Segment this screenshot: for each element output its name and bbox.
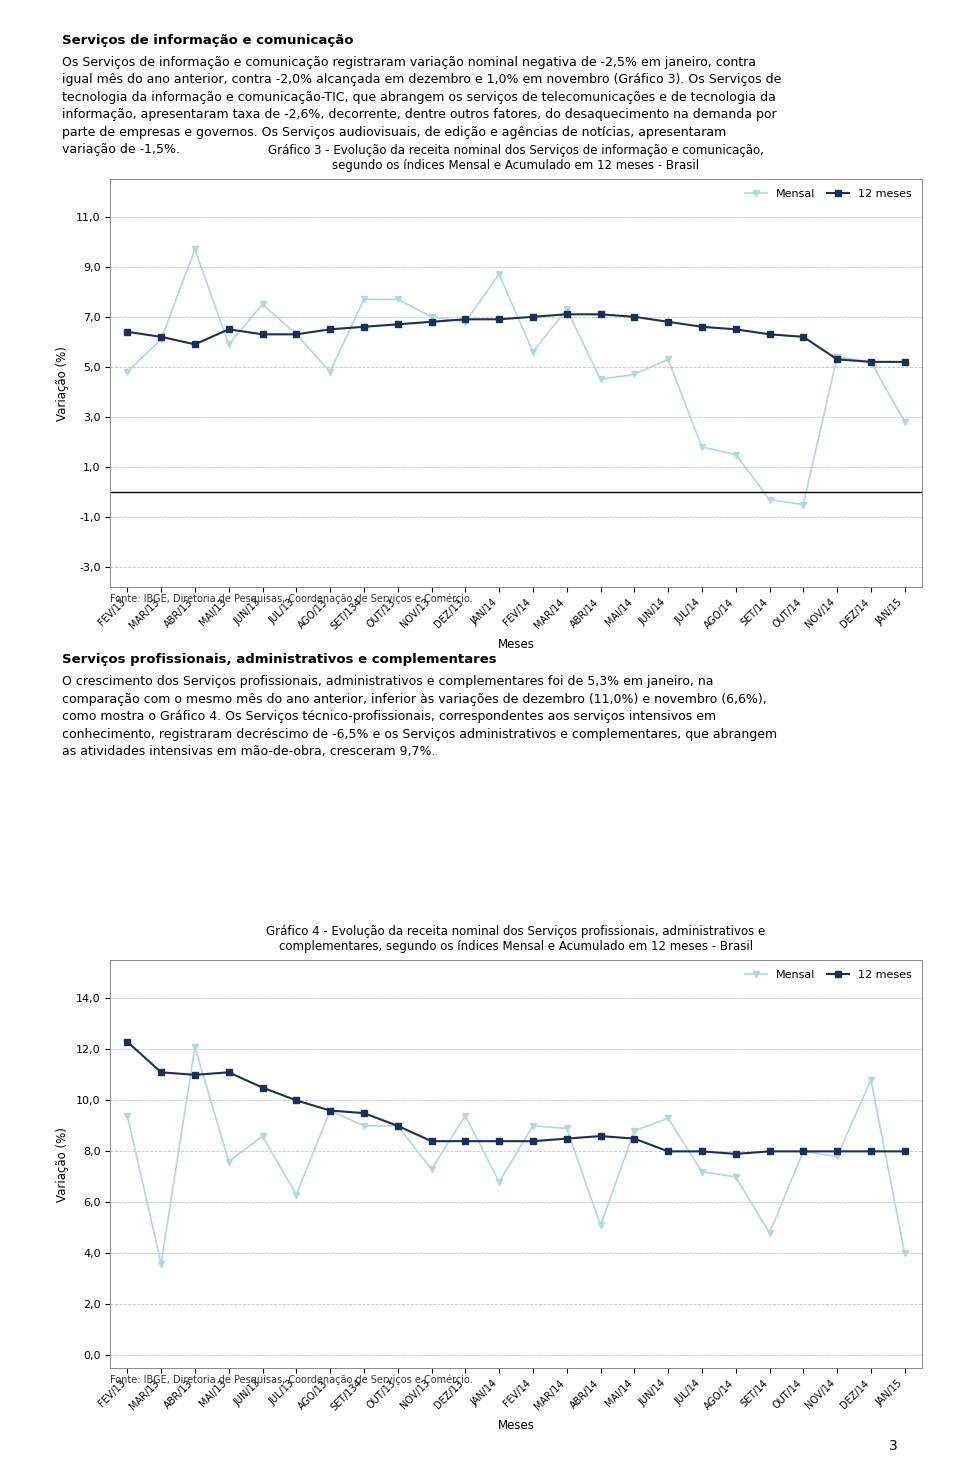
Text: Os Serviços de informação e comunicação registraram variação nominal negativa de: Os Serviços de informação e comunicação … xyxy=(62,56,781,156)
Text: Serviços profissionais, administrativos e complementares: Serviços profissionais, administrativos … xyxy=(62,653,497,666)
Text: Serviços de informação e comunicação: Serviços de informação e comunicação xyxy=(62,34,354,47)
Title: Gráfico 3 - Evolução da receita nominal dos Serviços de informação e comunicação: Gráfico 3 - Evolução da receita nominal … xyxy=(268,144,764,172)
X-axis label: Meses: Meses xyxy=(497,637,535,650)
Y-axis label: Variação (%): Variação (%) xyxy=(56,1126,69,1202)
Text: O crescimento dos Serviços profissionais, administrativos e complementares foi d: O crescimento dos Serviços profissionais… xyxy=(62,675,778,759)
Title: Gráfico 4 - Evolução da receita nominal dos Serviços profissionais, administrati: Gráfico 4 - Evolução da receita nominal … xyxy=(266,925,766,953)
Text: Fonte: IBGE, Diretoria de Pesquisas, Coordenação de Serviços e Comércio.: Fonte: IBGE, Diretoria de Pesquisas, Coo… xyxy=(110,593,473,603)
Y-axis label: Variação (%): Variação (%) xyxy=(57,345,69,421)
Legend: Mensal, 12 meses: Mensal, 12 meses xyxy=(741,185,916,204)
X-axis label: Meses: Meses xyxy=(497,1418,535,1431)
Legend: Mensal, 12 meses: Mensal, 12 meses xyxy=(741,966,916,985)
Text: 3: 3 xyxy=(889,1440,898,1453)
Text: Fonte: IBGE, Diretoria de Pesquisas, Coordenação de Serviços e Comércio.: Fonte: IBGE, Diretoria de Pesquisas, Coo… xyxy=(110,1374,473,1384)
